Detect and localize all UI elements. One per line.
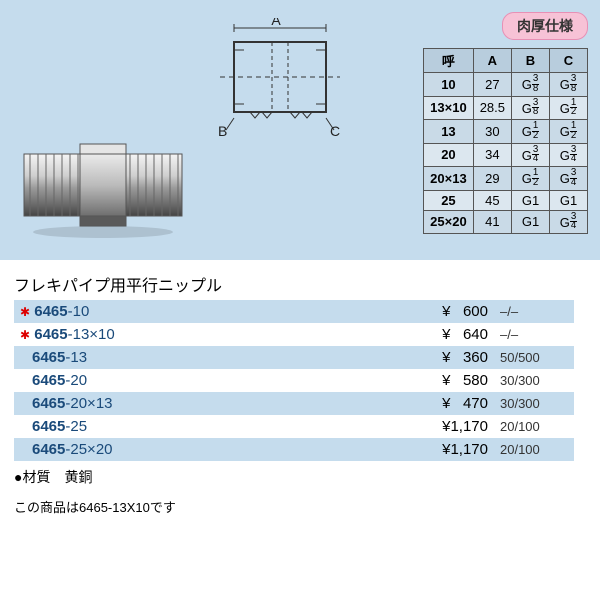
spec-B: G34 [512,143,550,167]
spec-row: 13×1028.5G38G12 [424,96,588,120]
spec-row: 1330G12G12 [424,120,588,144]
spec-call: 20 [424,143,474,167]
spec-call: 25×20 [424,210,474,234]
price: ¥1,170 [374,415,494,438]
price-row: 6465-25¥1,17020/100 [14,415,574,438]
pack-qty: –/– [494,300,574,323]
spec-call: 20×13 [424,167,474,191]
price-row: ✱ 6465-10¥ 600–/– [14,300,574,323]
product-code: 6465-25×20 [14,438,374,461]
spec-B: G1 [512,190,550,210]
spec-C: G34 [550,210,588,234]
product-code: ✱ 6465-10 [14,300,374,323]
spec-B: G12 [512,167,550,191]
product-note: この商品は6465-13X10です [14,497,600,516]
new-star-icon: ✱ [20,328,30,342]
spec-header: 呼 [424,49,474,73]
spec-C: G12 [550,96,588,120]
spec-row: 2545G1G1 [424,190,588,210]
price: ¥ 470 [374,392,494,415]
price-table: ✱ 6465-10¥ 600–/–✱ 6465-13×10¥ 640–/–646… [14,300,574,461]
svg-text:C: C [330,123,340,138]
dimension-diagram: A B C [200,18,360,128]
spec-A: 29 [473,167,511,191]
spec-header: B [512,49,550,73]
svg-text:A: A [271,18,281,28]
spec-row: 25×2041G1G34 [424,210,588,234]
pack-qty: 20/100 [494,415,574,438]
spec-B: G38 [512,73,550,97]
pack-qty: 30/300 [494,392,574,415]
spec-C: G38 [550,73,588,97]
price: ¥ 360 [374,346,494,369]
spec-row: 1027G38G38 [424,73,588,97]
spec-B: G38 [512,96,550,120]
spec-A: 30 [473,120,511,144]
new-star-icon: ✱ [20,305,30,319]
spec-header: A [473,49,511,73]
price: ¥1,170 [374,438,494,461]
pack-qty: 50/500 [494,346,574,369]
spec-call: 13 [424,120,474,144]
product-code: 6465-25 [14,415,374,438]
product-code: 6465-20×13 [14,392,374,415]
spec-A: 28.5 [473,96,511,120]
spec-A: 41 [473,210,511,234]
price: ¥ 580 [374,369,494,392]
pack-qty: 30/300 [494,369,574,392]
spec-A: 45 [473,190,511,210]
pack-qty: –/– [494,323,574,346]
price-row: ✱ 6465-13×10¥ 640–/– [14,323,574,346]
top-panel: 肉厚仕様 A B C [0,0,600,260]
price: ¥ 640 [374,323,494,346]
section-title: フレキパイプ用平行ニップル [14,272,600,296]
price: ¥ 600 [374,300,494,323]
spec-A: 34 [473,143,511,167]
spec-header: C [550,49,588,73]
price-row: 6465-20×13¥ 47030/300 [14,392,574,415]
spec-header-row: 呼 A B C [424,49,588,73]
pack-qty: 20/100 [494,438,574,461]
spec-call: 10 [424,73,474,97]
spec-C: G34 [550,143,588,167]
spec-call: 13×10 [424,96,474,120]
product-image [18,130,188,243]
product-code: 6465-13 [14,346,374,369]
spec-B: G12 [512,120,550,144]
thickness-badge: 肉厚仕様 [502,12,588,40]
spec-B: G1 [512,210,550,234]
svg-text:B: B [218,123,227,138]
price-row: 6465-20¥ 58030/300 [14,369,574,392]
product-code: ✱ 6465-13×10 [14,323,374,346]
spec-call: 25 [424,190,474,210]
price-row: 6465-25×20¥1,17020/100 [14,438,574,461]
spec-A: 27 [473,73,511,97]
spec-table: 呼 A B C 1027G38G3813×1028.5G38G121330G12… [423,48,588,234]
product-code: 6465-20 [14,369,374,392]
price-row: 6465-13¥ 36050/500 [14,346,574,369]
spec-row: 2034G34G34 [424,143,588,167]
spec-C: G12 [550,120,588,144]
spec-C: G1 [550,190,588,210]
material-label: ●材質 黄銅 [14,467,600,487]
spec-C: G34 [550,167,588,191]
spec-row: 20×1329G12G34 [424,167,588,191]
